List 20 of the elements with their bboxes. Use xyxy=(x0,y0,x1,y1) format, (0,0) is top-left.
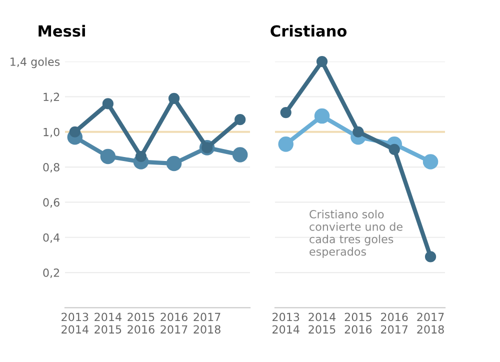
y-tick-label: 0,6 xyxy=(43,198,60,208)
x-tick-label: 2016 2017 xyxy=(381,312,408,334)
x-tick-label: 2017 2018 xyxy=(417,312,444,334)
y-tick-label: 1,0 xyxy=(44,128,60,138)
x-tick-label: 2013 2014 xyxy=(272,312,300,334)
x-tick-label: 2016 2017 xyxy=(160,312,188,334)
y-tick-label: 1,4 goles xyxy=(10,57,60,68)
y-tick-label: 0,8 xyxy=(43,163,60,173)
y-tick-label: 0,2 xyxy=(43,268,60,278)
chart-title: Messi xyxy=(38,24,85,37)
y-tick-label: 1,2 xyxy=(44,92,60,102)
x-tick-label: 2015 2016 xyxy=(128,312,154,334)
annotation: Cristiano solo convierte uno de cada tres goles esperados xyxy=(310,210,402,258)
x-tick-label: 2015 2016 xyxy=(344,312,372,334)
y-tick-label: 0,4 xyxy=(43,233,60,243)
x-tick-label: 2014 2015 xyxy=(308,312,336,334)
x-tick-label: 2014 2015 xyxy=(94,312,122,334)
x-tick-label: 2017 2018 xyxy=(194,312,220,334)
chart-title: Cristiano xyxy=(270,24,347,37)
x-tick-label: 2013 2014 xyxy=(62,312,88,334)
